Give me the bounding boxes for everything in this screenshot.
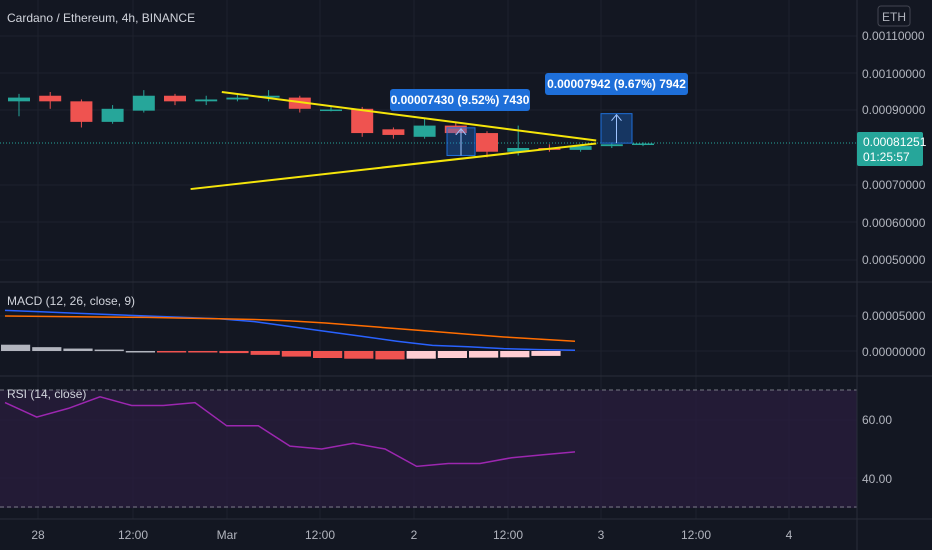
- price-range-measures[interactable]: 0.00007430 (9.52%) 7430 0.00007942 (9.67%…: [390, 73, 688, 156]
- macd-indicator[interactable]: [1, 309, 576, 360]
- price-tick: 0.00060000: [862, 216, 926, 230]
- macd-histogram-bar: [500, 351, 530, 358]
- candle-body: [320, 109, 342, 112]
- candle-body: [101, 108, 124, 122]
- time-tick: 2: [411, 528, 418, 542]
- rsi-indicator[interactable]: [4, 396, 576, 468]
- macd-histogram-bar: [157, 351, 187, 353]
- candle-body: [569, 146, 592, 150]
- price-tick: 0.00090000: [862, 103, 926, 117]
- macd-legend[interactable]: MACD (12, 26, close, 9): [7, 294, 135, 308]
- candle-body: [600, 144, 623, 147]
- macd-histogram-bar: [344, 351, 374, 359]
- candle-body: [195, 99, 218, 102]
- measure-label-box: [545, 73, 688, 95]
- rsi-tick: 40.00: [862, 472, 892, 486]
- macd-histogram-bar: [32, 347, 62, 351]
- candle-body: [476, 133, 498, 152]
- measure-label: 0.00007430 (9.52%) 7430: [391, 93, 530, 107]
- time-tick: 12:00: [118, 528, 148, 542]
- macd-histogram-bar: [125, 351, 155, 353]
- macd-line: [4, 309, 576, 352]
- trendline: [190, 142, 597, 191]
- currency-label: ETH: [882, 10, 906, 24]
- candle-body: [444, 125, 467, 134]
- time-axis[interactable]: 28 12:00 Mar 12:00 2 12:00 3 12:00 4: [31, 528, 792, 542]
- price-tick: 0.00100000: [862, 67, 926, 81]
- macd-tick: 0.00005000: [862, 309, 926, 323]
- chart-title[interactable]: Cardano / Ethereum, 4h, BINANCE: [7, 11, 195, 25]
- macd-histogram-bar: [250, 351, 280, 355]
- candlestick-series[interactable]: [8, 90, 654, 158]
- macd-histogram-bar: [406, 351, 436, 359]
- price-axis[interactable]: 0.00110000 0.00100000 0.00090000 0.00070…: [862, 29, 926, 267]
- rsi-axis[interactable]: 60.00 40.00: [862, 413, 892, 486]
- macd-axis[interactable]: 0.00005000 0.00000000: [862, 309, 926, 359]
- measure-label-box: [390, 89, 530, 111]
- macd-tick: 0.00000000: [862, 345, 926, 359]
- triangle-trendlines[interactable]: [190, 91, 597, 191]
- candle-body: [70, 101, 93, 122]
- macd-histogram-bar: [531, 351, 561, 356]
- macd-histogram-bar: [375, 351, 405, 360]
- current-price-value: 0.00081251: [863, 135, 927, 149]
- candle-body: [632, 143, 654, 146]
- candle-body: [226, 97, 249, 100]
- measure-label: 0.00007942 (9.67%) 7942: [547, 77, 686, 91]
- macd-histogram-bar: [469, 351, 499, 358]
- price-tick: 0.00050000: [862, 253, 926, 267]
- candle-body: [288, 97, 311, 109]
- candle-body: [132, 95, 155, 111]
- rsi-legend[interactable]: RSI (14, close): [7, 387, 86, 401]
- macd-histogram-bar: [1, 344, 31, 351]
- macd-histogram-bar: [219, 351, 249, 354]
- macd-histogram-bar: [94, 349, 124, 352]
- rsi-band: [0, 390, 857, 508]
- macd-histogram-bar: [188, 351, 218, 353]
- currency-badge[interactable]: [877, 5, 911, 27]
- candle-body: [164, 95, 186, 102]
- macd-histogram-bar: [313, 351, 343, 358]
- candle-body: [382, 129, 405, 135]
- signal-line: [4, 315, 576, 342]
- time-tick: Mar: [217, 528, 238, 542]
- trendline: [221, 91, 597, 142]
- candle-body: [39, 95, 62, 102]
- time-tick: 12:00: [305, 528, 335, 542]
- time-tick: 3: [598, 528, 605, 542]
- time-tick: 4: [786, 528, 793, 542]
- rsi-line: [4, 396, 576, 468]
- time-tick: 28: [31, 528, 45, 542]
- current-price-tag: [857, 132, 923, 166]
- measure-arrowhead: [455, 128, 467, 136]
- price-tick: 0.00070000: [862, 178, 926, 192]
- candle-body: [413, 125, 436, 137]
- candle-body: [507, 148, 530, 152]
- macd-histogram-bar: [437, 351, 467, 358]
- macd-histogram-bar: [281, 351, 311, 357]
- measure-arrowhead: [611, 113, 622, 121]
- price-tick: 0.00110000: [862, 29, 925, 43]
- rsi-tick: 60.00: [862, 413, 892, 427]
- time-tick: 12:00: [681, 528, 711, 542]
- bar-countdown: 01:25:57: [863, 150, 910, 164]
- candle-body: [257, 95, 280, 98]
- candle-body: [351, 108, 374, 134]
- candle-body: [8, 97, 30, 102]
- time-tick: 12:00: [493, 528, 523, 542]
- macd-histogram-bar: [63, 348, 93, 351]
